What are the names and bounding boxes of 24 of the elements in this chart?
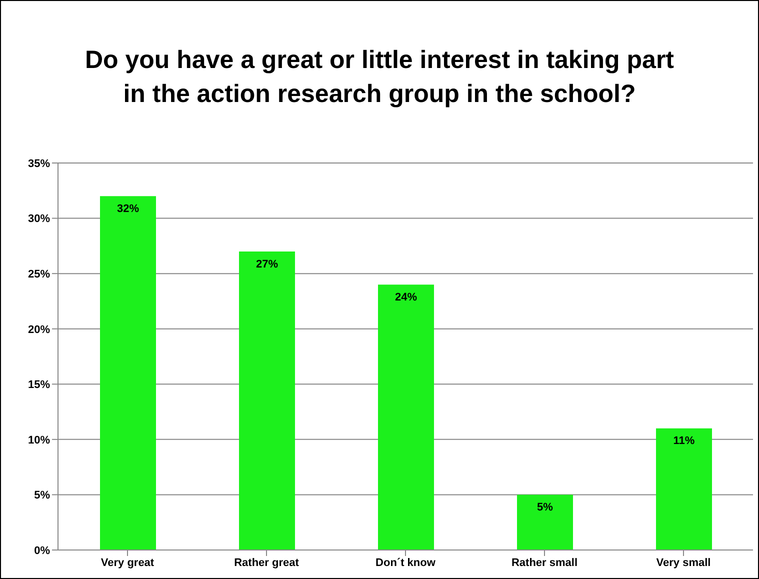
bar <box>378 284 434 550</box>
y-tick-label: 25% <box>28 268 50 280</box>
data-label: 24% <box>394 291 418 304</box>
y-tick-label: 30% <box>28 213 50 226</box>
x-tick-label: Don´t know <box>376 556 436 569</box>
y-tick-label: 10% <box>28 434 50 446</box>
x-tick-label: Very great <box>100 556 154 569</box>
bar <box>656 428 712 550</box>
y-tick-label: 15% <box>28 379 50 392</box>
data-label: 27% <box>256 258 278 270</box>
x-tick-label: Rather small <box>511 556 578 569</box>
bar <box>517 494 573 550</box>
x-tick-label: Rather great <box>234 556 300 569</box>
bar <box>239 251 295 550</box>
data-label: 5% <box>537 502 554 514</box>
y-tick-label: 0% <box>34 544 50 557</box>
y-tick-label: 20% <box>28 324 50 336</box>
y-tick-label: 5% <box>34 490 50 502</box>
data-label: 32% <box>116 202 140 215</box>
bar <box>100 196 156 550</box>
data-label: 11% <box>673 435 695 448</box>
y-tick-label: 35% <box>28 158 50 170</box>
x-tick-label: Very small <box>656 556 711 569</box>
chart-title: Do you have a great or little interest in taking part in the action research group in the school? <box>84 45 675 110</box>
